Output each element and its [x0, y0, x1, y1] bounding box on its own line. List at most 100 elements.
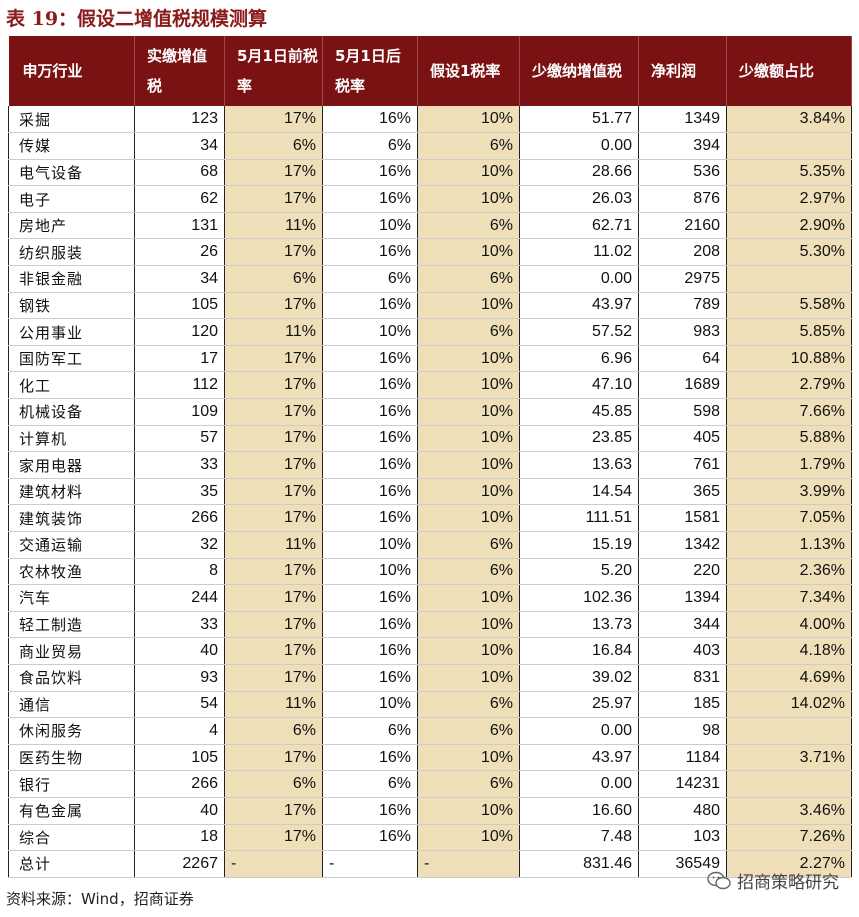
watermark-text: 招商策略研究 [737, 873, 839, 893]
cell-rate-before: 17% [224, 292, 323, 320]
cell-assumed-rate: 10% [417, 824, 520, 852]
cell-industry: 纺织服装 [8, 238, 135, 267]
cell-industry: 国防军工 [8, 345, 135, 373]
cell-reduction-ratio: 5.35% [726, 159, 852, 187]
col-header-paid-vat: 实缴增值税 [134, 36, 225, 106]
cell-paid-vat: 266 [134, 504, 225, 532]
col-header-net-profit: 净利润 [638, 36, 727, 106]
table-row: 交通运输 32 11% 10% 6% 15.19 1342 1.13% [8, 531, 852, 559]
cell-net-profit: 831 [638, 664, 727, 692]
cell-net-profit: 344 [638, 611, 727, 639]
cell-reduction-ratio: 2.90% [726, 212, 852, 240]
cell-rate-before: 17% [224, 797, 323, 825]
cell-vat-reduction: 45.85 [519, 398, 639, 426]
cell-rate-after: 6% [322, 717, 418, 745]
cell-vat-reduction: 111.51 [519, 504, 639, 532]
cell-vat-reduction: 0.00 [519, 717, 639, 745]
cell-vat-reduction: 15.19 [519, 531, 639, 559]
cell-reduction-ratio: 3.84% [726, 106, 852, 134]
cell-assumed-rate: 10% [417, 504, 520, 532]
cell-rate-after: 6% [322, 770, 418, 798]
cell-industry: 房地产 [8, 212, 135, 240]
cell-rate-after: 16% [322, 345, 418, 373]
cell-rate-before: 17% [224, 824, 323, 852]
header-row: 申万行业 实缴增值税 5月1日前税率 5月1日后税率 假设1税率 少缴纳增值税 … [8, 36, 852, 106]
col-header-vat-reduction: 少缴纳增值税 [519, 36, 639, 106]
cell-net-profit: 64 [638, 345, 727, 373]
cell-paid-vat: 54 [134, 691, 225, 719]
cell-paid-vat: 34 [134, 265, 225, 293]
cell-paid-vat: 120 [134, 318, 225, 346]
cell-rate-after: 16% [322, 478, 418, 506]
cell-assumed-rate: 10% [417, 106, 520, 134]
cell-industry: 总计 [8, 850, 135, 878]
cell-industry: 化工 [8, 371, 135, 400]
cell-rate-after: 16% [322, 425, 418, 453]
table-title: 表 19：假设二增值税规模测算 [6, 8, 268, 30]
cell-vat-reduction: 43.97 [519, 744, 639, 772]
cell-vat-reduction: 51.77 [519, 106, 639, 134]
cell-assumed-rate: 10% [417, 637, 520, 665]
cell-rate-after: 16% [322, 371, 418, 400]
cell-vat-reduction: 28.66 [519, 159, 639, 187]
cell-rate-before: 11% [224, 531, 323, 559]
cell-reduction-ratio: 5.88% [726, 425, 852, 453]
cell-assumed-rate: 10% [417, 478, 520, 506]
cell-rate-after: 16% [322, 159, 418, 187]
cell-assumed-rate: - [417, 850, 520, 878]
cell-industry: 建筑装饰 [8, 504, 135, 532]
col-header-rate-before: 5月1日前税率 [224, 36, 323, 106]
cell-industry: 计算机 [8, 425, 135, 453]
cell-industry: 非银金融 [8, 265, 135, 293]
cell-rate-before: 17% [224, 611, 323, 639]
table-row: 传媒 34 6% 6% 6% 0.00 394 [8, 132, 852, 160]
cell-net-profit: 983 [638, 318, 727, 346]
table-row: 总计 2267- - -831.46 36549 2.27% [8, 850, 852, 878]
cell-assumed-rate: 6% [417, 265, 520, 293]
cell-net-profit: 185 [638, 691, 727, 719]
cell-net-profit: 2160 [638, 212, 727, 240]
cell-rate-before: 17% [224, 106, 323, 134]
cell-rate-before: 17% [224, 345, 323, 373]
cell-industry: 交通运输 [8, 531, 135, 559]
cell-vat-reduction: 13.73 [519, 611, 639, 639]
cell-reduction-ratio [726, 265, 852, 293]
cell-industry: 家用电器 [8, 451, 135, 479]
cell-reduction-ratio: 4.69% [726, 664, 852, 692]
cell-rate-before: 17% [224, 504, 323, 532]
cell-industry: 商业贸易 [8, 637, 135, 665]
cell-vat-reduction: 62.71 [519, 212, 639, 240]
cell-paid-vat: 33 [134, 451, 225, 479]
cell-rate-after: 6% [322, 132, 418, 160]
cell-paid-vat: 68 [134, 159, 225, 187]
cell-rate-after: 16% [322, 292, 418, 320]
cell-rate-before: 11% [224, 691, 323, 719]
cell-industry: 通信 [8, 691, 135, 719]
cell-assumed-rate: 6% [417, 132, 520, 160]
table-row: 综合 18 17% 16% 10% 7.48 103 7.26% [8, 824, 852, 852]
cell-rate-after: 16% [322, 824, 418, 852]
cell-assumed-rate: 6% [417, 691, 520, 719]
table-row: 电气设备 68 17% 16% 10% 28.66 536 5.35% [8, 159, 852, 187]
cell-vat-reduction: 831.46 [519, 850, 639, 878]
cell-industry: 钢铁 [8, 292, 135, 320]
cell-rate-before: 17% [224, 425, 323, 453]
cell-industry: 有色金属 [8, 797, 135, 825]
cell-rate-after: 16% [322, 611, 418, 639]
cell-net-profit: 1342 [638, 531, 727, 559]
cell-industry: 机械设备 [8, 398, 135, 426]
table-row: 计算机 57 17% 16% 10% 23.85 405 5.88% [8, 425, 852, 453]
cell-rate-before: 17% [224, 371, 323, 400]
cell-rate-before: 6% [224, 265, 323, 293]
table-row: 机械设备 109 17% 16% 10% 45.85 598 7.66% [8, 398, 852, 426]
cell-paid-vat: 2267 [134, 850, 225, 878]
cell-rate-before: - [224, 850, 323, 878]
cell-reduction-ratio [726, 717, 852, 745]
cell-reduction-ratio: 3.99% [726, 478, 852, 506]
cell-paid-vat: 34 [134, 132, 225, 160]
cell-rate-before: 6% [224, 717, 323, 745]
col-header-rate-after: 5月1日后税率 [322, 36, 418, 106]
cell-paid-vat: 18 [134, 824, 225, 852]
cell-rate-before: 11% [224, 212, 323, 240]
cell-reduction-ratio: 1.79% [726, 451, 852, 479]
